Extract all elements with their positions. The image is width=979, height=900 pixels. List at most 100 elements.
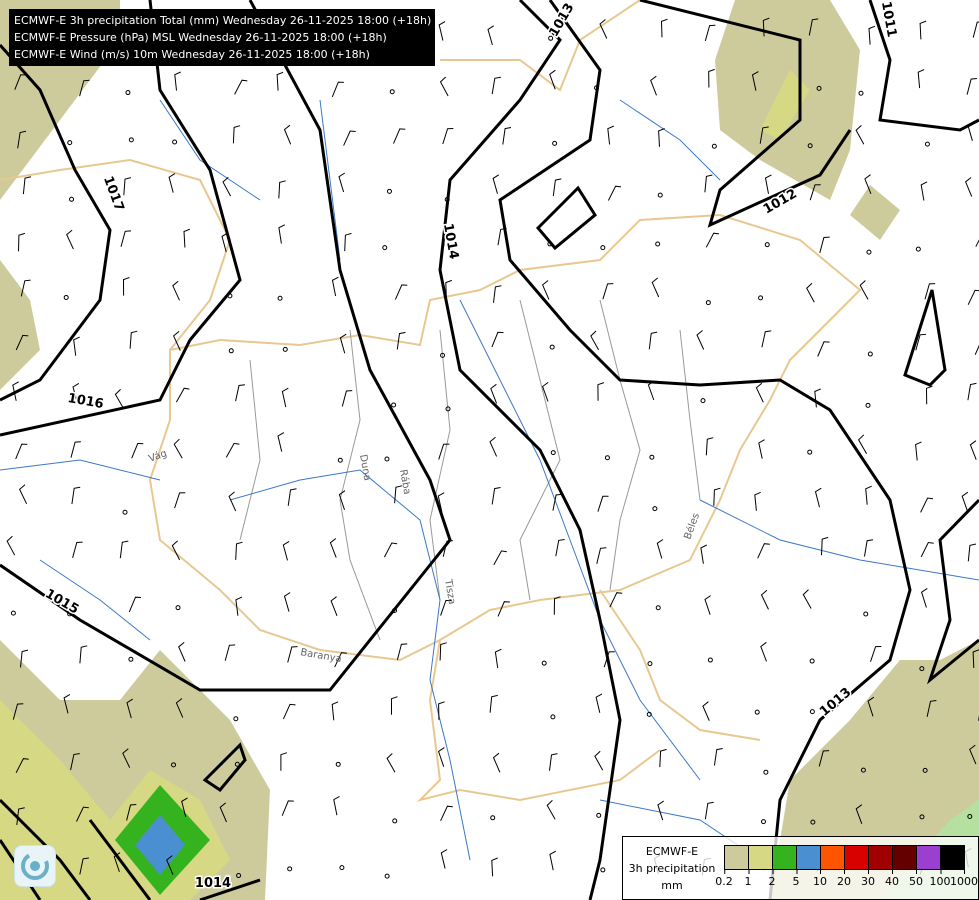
wind-barb bbox=[817, 341, 830, 357]
wind-barb bbox=[489, 694, 498, 713]
title-wind: ECMWF-E Wind (m/s) 10m Wednesday 26-11-2… bbox=[14, 48, 370, 61]
wind-barb bbox=[864, 539, 874, 557]
wind-barb bbox=[597, 382, 605, 401]
wind-barb bbox=[964, 177, 973, 197]
wind-barb bbox=[183, 228, 191, 248]
wind-barb bbox=[760, 589, 769, 610]
wind-calm-marker bbox=[389, 89, 395, 95]
isobar-label: 1013 bbox=[817, 685, 854, 720]
wind-barb bbox=[283, 124, 292, 145]
wind-calm-marker bbox=[967, 813, 973, 819]
wind-barb bbox=[966, 78, 977, 95]
wind-calm-marker bbox=[760, 819, 766, 825]
wind-barb bbox=[762, 17, 770, 37]
wind-calm-marker bbox=[649, 454, 655, 460]
wind-calm-marker bbox=[233, 716, 239, 722]
wind-barb bbox=[656, 539, 664, 559]
wind-calm-marker bbox=[384, 873, 390, 879]
precip-area bbox=[135, 815, 185, 875]
wind-calm-marker bbox=[652, 506, 658, 512]
wind-barb bbox=[818, 750, 830, 767]
wind-calm-marker bbox=[867, 351, 873, 357]
wind-barb bbox=[331, 81, 344, 98]
wind-calm-marker bbox=[234, 761, 240, 767]
wind-barb bbox=[128, 596, 142, 613]
wind-barb bbox=[228, 491, 237, 512]
isobar-label: 1016 bbox=[66, 391, 104, 412]
wind-calm-marker bbox=[228, 348, 234, 354]
wind-barb bbox=[439, 76, 449, 97]
wind-barb bbox=[18, 232, 26, 252]
wind-barb bbox=[713, 748, 723, 766]
isobar-closed bbox=[535, 185, 597, 251]
wind-barb bbox=[814, 487, 822, 508]
wind-barb bbox=[287, 646, 298, 663]
wind-barb bbox=[18, 484, 28, 505]
wind-barb bbox=[760, 641, 767, 662]
wind-calm-marker bbox=[445, 406, 451, 412]
wind-barb bbox=[438, 443, 450, 460]
wind-barb bbox=[974, 344, 979, 355]
wind-calm-marker bbox=[922, 767, 928, 773]
wind-barb bbox=[16, 807, 25, 825]
wind-barb bbox=[855, 125, 865, 145]
wind-barb bbox=[925, 385, 933, 405]
wind-barb bbox=[596, 547, 607, 564]
wind-barb bbox=[331, 701, 339, 721]
wind-barb bbox=[704, 801, 714, 820]
wind-calm-marker bbox=[392, 607, 398, 613]
wind-calm-marker bbox=[809, 658, 815, 664]
wind-barb bbox=[806, 282, 815, 303]
wind-barb bbox=[283, 592, 291, 612]
wind-barb bbox=[391, 696, 398, 715]
precip-area bbox=[0, 260, 40, 390]
wind-barb bbox=[704, 24, 716, 42]
wind-barb bbox=[222, 176, 232, 197]
isobar-label: 1015 bbox=[42, 586, 81, 617]
wind-barb bbox=[855, 804, 863, 824]
wind-calm-marker bbox=[550, 450, 556, 456]
place-label: Tisza bbox=[442, 578, 457, 606]
wind-barb bbox=[920, 497, 934, 513]
wind-calm-marker bbox=[384, 456, 390, 462]
wind-barb bbox=[17, 130, 27, 149]
wind-barb bbox=[445, 279, 452, 299]
wind-barb bbox=[281, 800, 294, 816]
title-precipitation: ECMWF-E 3h precipitation Total (mm) Wedn… bbox=[14, 14, 432, 27]
wind-barb bbox=[232, 125, 241, 144]
wind-barb bbox=[120, 230, 132, 247]
wind-calm-marker bbox=[866, 249, 872, 255]
wind-barb bbox=[15, 334, 29, 351]
wind-calm-marker bbox=[227, 293, 233, 299]
wind-barb bbox=[66, 229, 74, 250]
legend-tick: 0.2 bbox=[715, 869, 733, 888]
wind-barb bbox=[79, 79, 90, 97]
wind-barb bbox=[126, 698, 133, 719]
wind-calm-marker bbox=[386, 188, 392, 194]
country-border bbox=[0, 158, 232, 351]
wind-barb bbox=[755, 382, 764, 403]
wind-barb bbox=[114, 389, 124, 409]
wind-barb bbox=[802, 589, 812, 609]
wind-barb bbox=[599, 19, 608, 39]
wind-barb bbox=[603, 651, 615, 668]
wind-calm-marker bbox=[764, 242, 770, 248]
wind-barb bbox=[440, 600, 452, 616]
wind-barb bbox=[700, 544, 708, 564]
wind-barb bbox=[491, 857, 498, 877]
wind-barb bbox=[489, 436, 498, 457]
wind-barb bbox=[73, 336, 80, 356]
wind-barb bbox=[15, 443, 28, 460]
wind-barb bbox=[924, 283, 936, 300]
legend-model: ECMWF-E bbox=[645, 845, 699, 858]
wind-calm-marker bbox=[646, 711, 652, 717]
legend-unit: mm bbox=[661, 879, 683, 892]
wind-barb bbox=[808, 18, 819, 36]
borders-layer bbox=[0, 0, 979, 861]
wind-calm-marker bbox=[391, 402, 397, 408]
wind-barb bbox=[439, 642, 447, 661]
wind-barb bbox=[76, 806, 89, 822]
